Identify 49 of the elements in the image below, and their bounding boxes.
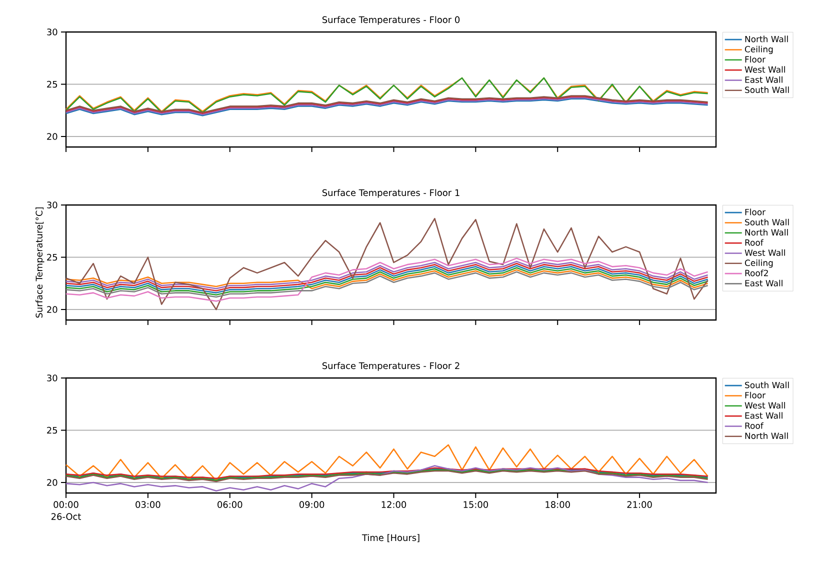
x-tick-label: 03:00 xyxy=(136,501,160,508)
y-tick-label: 20 xyxy=(47,133,58,140)
line-series xyxy=(65,218,708,310)
line-series xyxy=(65,465,708,492)
legend-label: East Wall xyxy=(745,412,782,419)
x-tick-label: 18:00 xyxy=(546,501,570,508)
y-tick-label: 25 xyxy=(47,80,58,88)
legend-label: North Wall xyxy=(745,432,788,440)
y-tick-label: 25 xyxy=(47,426,58,434)
x-tick-label: 06:00 xyxy=(218,501,242,508)
legend-label: Roof xyxy=(745,239,764,246)
text: 26-Oct xyxy=(51,513,81,520)
legend-label: South Wall xyxy=(745,382,789,388)
chart-title: Surface Temperatures - Floor 1 xyxy=(322,189,460,198)
legend-label: West Wall xyxy=(744,66,785,73)
line-series xyxy=(65,258,708,302)
legend-label: West Wall xyxy=(744,402,785,409)
x-tick-label: 12:00 xyxy=(382,501,406,508)
legend-label: Ceiling xyxy=(744,46,773,54)
legend-label: Floor xyxy=(745,56,766,63)
y-tick-label: 30 xyxy=(47,374,58,382)
chart-title: Surface Temperatures - Floor 0 xyxy=(322,16,460,25)
legend-label: North Wall xyxy=(745,229,788,236)
y-axis-title: Surface Temperature[°C] xyxy=(36,207,44,318)
legend-label: South Wall xyxy=(745,86,789,94)
legend-label: Floor xyxy=(745,208,766,216)
line-series xyxy=(65,269,708,290)
legend-label: West Wall xyxy=(744,249,785,256)
legend-label: Floor xyxy=(745,392,766,398)
x-tick-label: 15:00 xyxy=(464,501,488,508)
x-tick-label: 09:00 xyxy=(299,501,324,508)
legend-label: Ceiling xyxy=(744,259,773,268)
legend-label: East Wall xyxy=(745,76,782,83)
y-tick-label: 30 xyxy=(47,202,58,208)
x-tick-label: 00:00 xyxy=(54,501,78,508)
line-series xyxy=(65,271,708,298)
y-tick-label: 30 xyxy=(47,28,58,36)
x-tick-label: 21:00 xyxy=(627,501,652,508)
chart-title: Surface Temperatures - Floor 2 xyxy=(322,362,460,371)
y-tick-label: 20 xyxy=(47,479,58,486)
legend-label: Roof xyxy=(745,422,764,429)
legend-label: Roof2 xyxy=(745,270,768,276)
legend-label: North Wall xyxy=(745,36,788,42)
y-tick-label: 25 xyxy=(47,254,58,261)
line-series xyxy=(65,444,708,482)
legend-label: East Wall xyxy=(745,280,782,286)
x-axis-title: Time [Hours] xyxy=(362,534,420,542)
legend-label: South Wall xyxy=(745,218,789,226)
y-tick-label: 20 xyxy=(47,306,58,313)
